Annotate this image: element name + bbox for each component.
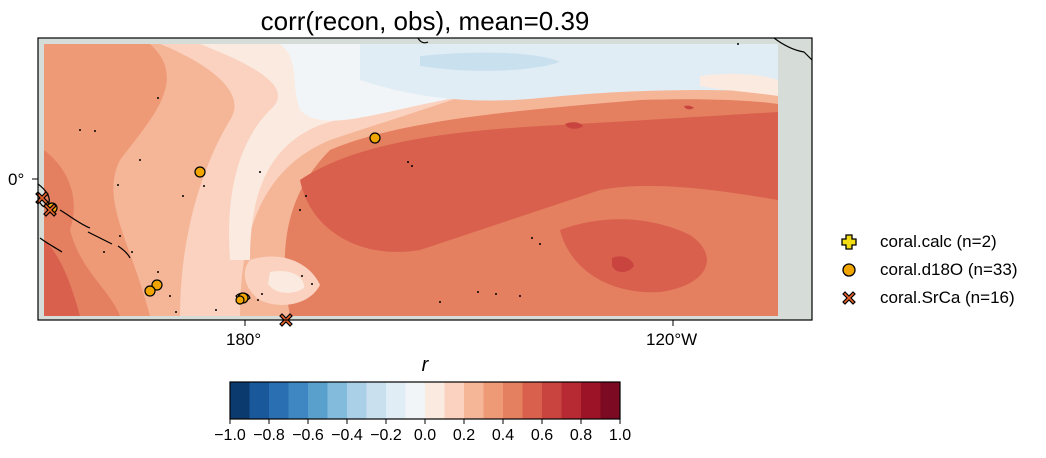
legend-item-coral-d18o: coral.d18O (n=33) xyxy=(838,256,1018,284)
legend-label: coral.calc (n=2) xyxy=(880,232,997,251)
y-tick-equator: 0° xyxy=(8,170,25,189)
map-title: corr(recon, obs), mean=0.39 xyxy=(260,6,590,36)
colorbar-tick-label: −0.2 xyxy=(370,427,402,444)
x-tick-180: 180° xyxy=(226,330,262,349)
legend: coral.calc (n=2) coral.d18O (n=33) coral… xyxy=(838,228,1018,312)
x-tick-120w: 120°W xyxy=(646,330,698,349)
legend-item-coral-calc: coral.calc (n=2) xyxy=(838,228,1018,256)
colorbar-tick-label: 0.4 xyxy=(491,427,515,444)
colorbar-tick-label: 0.0 xyxy=(413,427,437,444)
plus-marker-icon xyxy=(841,234,857,250)
correlation-field xyxy=(38,38,812,320)
colorbar-tick-label: −0.8 xyxy=(253,427,285,444)
coral-d18o-site xyxy=(369,132,381,144)
colorbar-tick-label: 1.0 xyxy=(608,427,632,444)
coral-d18o-site xyxy=(194,166,206,178)
colorbar-tick-label: 0.8 xyxy=(569,427,593,444)
colorbar-tick-label: −0.6 xyxy=(292,427,324,444)
colorbar-label: r xyxy=(421,354,429,376)
coral-d18o-site xyxy=(235,295,245,305)
x-marker-icon xyxy=(842,291,856,305)
legend-label: coral.SrCa (n=16) xyxy=(880,288,1015,307)
island-dots xyxy=(79,43,739,313)
colorbar-tick-label: 0.6 xyxy=(530,427,554,444)
colorbar-tick-label: −1.0 xyxy=(214,427,246,444)
colorbar-tick-label: −0.4 xyxy=(331,427,363,444)
legend-item-coral-srca: coral.SrCa (n=16) xyxy=(838,284,1018,312)
coral-d18o-site xyxy=(144,285,156,297)
proxy-markers xyxy=(35,132,381,327)
circle-marker-icon xyxy=(842,263,856,277)
legend-label: coral.d18O (n=33) xyxy=(880,260,1018,279)
coral-d18o-site xyxy=(151,279,163,291)
coral-srca-site xyxy=(43,203,57,217)
colorbar-tick-label: 0.2 xyxy=(452,427,476,444)
